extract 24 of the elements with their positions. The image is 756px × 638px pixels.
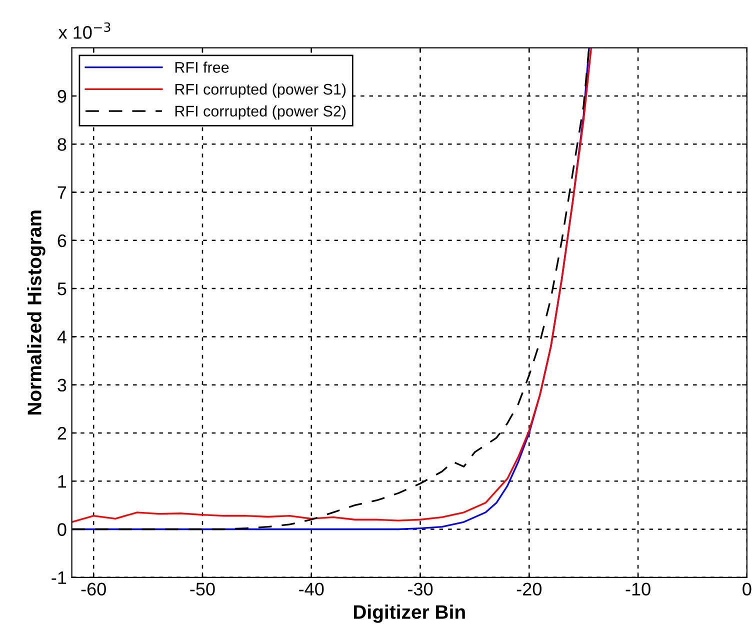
y-axis-title: Normalized Histogram	[27, 210, 46, 414]
x-tick-label: -40	[299, 582, 324, 596]
y-tick-label: 4	[57, 330, 66, 344]
y-tick-label: 0	[58, 523, 66, 536]
y-tick-label: 2	[58, 426, 66, 440]
x-axis-title: Digitizer Bin	[354, 604, 465, 623]
y-tick-label: 5	[58, 282, 66, 296]
legend-label: RFI corrupted (power S2)	[175, 105, 346, 120]
y-tick-label: 3	[58, 378, 66, 392]
legend-label: RFI corrupted (power S1)	[175, 83, 346, 98]
text: x 10$^{−3}$	[58, 22, 110, 39]
y-tick-label: -1	[52, 572, 66, 584]
x-tick-label: -30	[408, 582, 433, 596]
x-tick-label: -60	[81, 582, 106, 596]
x-tick-label: -10	[626, 582, 650, 596]
y-tick-label: 7	[58, 186, 66, 199]
legend-label: RFI free	[175, 62, 229, 73]
y-tick-label: 6	[58, 234, 66, 248]
x-tick-label: 0	[742, 582, 752, 596]
x-tick-label: -20	[516, 582, 542, 596]
y-tick-label: 8	[58, 138, 66, 151]
y-tick-label: 1	[58, 475, 66, 488]
x-tick-label: -50	[190, 582, 215, 596]
y-tick-label: 9	[58, 90, 66, 103]
